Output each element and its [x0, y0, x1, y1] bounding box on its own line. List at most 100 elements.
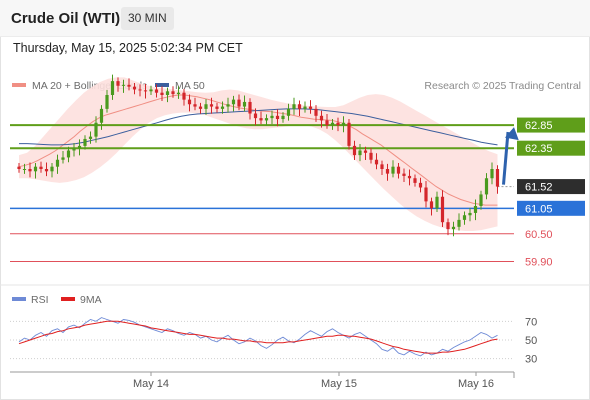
candle-body — [264, 118, 269, 121]
candle-body — [275, 115, 280, 120]
projection-arrow-head — [504, 127, 519, 141]
candle-body — [418, 182, 423, 188]
candle-body — [116, 81, 120, 86]
candle-body — [154, 89, 159, 93]
rsi-tick-label: 30 — [525, 354, 537, 366]
candle-body — [253, 113, 258, 119]
rsi-ma-label: 9MA — [80, 294, 102, 306]
candle-body — [72, 148, 76, 151]
candle-body — [165, 91, 170, 95]
candle-body — [204, 104, 208, 109]
candle-body — [226, 104, 230, 107]
candle-body — [77, 145, 82, 149]
candle-body — [270, 115, 274, 119]
candle-body — [110, 81, 115, 95]
candle-body — [303, 106, 307, 109]
ma20-swatch — [12, 83, 26, 88]
candle-body — [358, 150, 362, 156]
candle-body — [33, 166, 38, 172]
candle-body — [308, 106, 313, 109]
bollinger-band — [19, 77, 498, 232]
chart-header: Crude Oil (WTI) 30 MIN — [0, 0, 590, 37]
candle-body — [385, 169, 390, 174]
rsi-swatch — [12, 297, 26, 302]
candle-body — [176, 92, 181, 95]
level-tag-support: 60.50 — [525, 229, 553, 241]
candle-body — [132, 86, 137, 90]
level-tag-bg — [517, 117, 585, 133]
level-tag-support: 59.90 — [525, 257, 553, 269]
candle-body — [61, 157, 65, 160]
level-tag-bg — [517, 200, 585, 216]
candle-body — [490, 169, 494, 179]
candle-body — [231, 99, 236, 105]
candle-body — [352, 145, 357, 156]
candle-body — [127, 84, 131, 87]
level-tag-pivot: 61.05 — [525, 203, 553, 215]
candle-body — [28, 169, 32, 172]
candle-body — [402, 173, 406, 176]
candle-body — [297, 104, 302, 109]
candle-body — [17, 166, 21, 169]
x-tick-label: May 15 — [321, 378, 357, 390]
candle-body — [220, 106, 225, 109]
timestamp: Thursday, May 15, 2025 5:02:34 PM CET — [13, 41, 243, 55]
legend-rsi-ma: 9MA — [61, 294, 102, 306]
candle-body — [248, 101, 252, 114]
candle-body — [479, 194, 483, 206]
instrument-title: Crude Oil (WTI) — [11, 10, 121, 27]
candle-body — [473, 206, 478, 213]
candle-body — [281, 115, 285, 120]
candle-body — [440, 196, 445, 223]
candle-body — [468, 212, 472, 216]
candle-body — [44, 169, 49, 172]
candle-body — [429, 201, 434, 209]
candle-body — [462, 215, 467, 220]
candle-body — [209, 104, 214, 107]
candle-body — [341, 122, 346, 126]
candle-body — [83, 138, 87, 146]
candle-body — [391, 166, 395, 174]
candle-body — [451, 226, 456, 230]
candle-body — [171, 91, 175, 95]
candle-body — [105, 95, 109, 109]
candle-body — [286, 108, 291, 116]
x-tick-label: May 14 — [133, 378, 169, 390]
candle-body — [495, 169, 500, 187]
candle-body — [143, 90, 148, 92]
candle-body — [182, 92, 186, 100]
x-tick-label: May 16 — [458, 378, 494, 390]
candle-body — [50, 166, 54, 172]
level-tag-bg — [517, 140, 585, 156]
candle-body — [237, 99, 241, 107]
legend-rsi: RSI — [12, 294, 49, 306]
candle-body — [149, 89, 153, 92]
level-tag-resistance: 62.85 — [525, 120, 553, 132]
candle-body — [380, 164, 384, 169]
candle-body — [407, 175, 412, 179]
candle-body — [242, 101, 247, 107]
ma50-label: MA 50 — [175, 80, 205, 92]
candle-body — [22, 169, 27, 170]
candle-body — [193, 104, 197, 107]
candle-body — [330, 122, 335, 126]
candle-body — [292, 104, 296, 109]
candle-body — [39, 166, 43, 169]
timeframe-badge[interactable]: 30 MIN — [121, 7, 174, 30]
candle-body — [325, 120, 329, 126]
candle-body — [374, 159, 379, 165]
rsi-line — [18, 317, 498, 357]
candle-body — [424, 187, 428, 202]
level-tag-resistance: 62.35 — [525, 143, 553, 155]
rsi-ma-swatch — [61, 297, 75, 302]
candle-body — [413, 178, 417, 183]
candle-body — [363, 150, 368, 153]
candle-body — [347, 122, 351, 146]
level-tag-current: 61.52 — [525, 182, 553, 194]
candle-body — [160, 92, 164, 95]
candle-body — [336, 122, 340, 126]
legend-ma50: MA 50 — [155, 80, 205, 92]
candle-body — [446, 222, 450, 230]
candle-body — [484, 178, 489, 195]
candle-body — [138, 89, 142, 91]
